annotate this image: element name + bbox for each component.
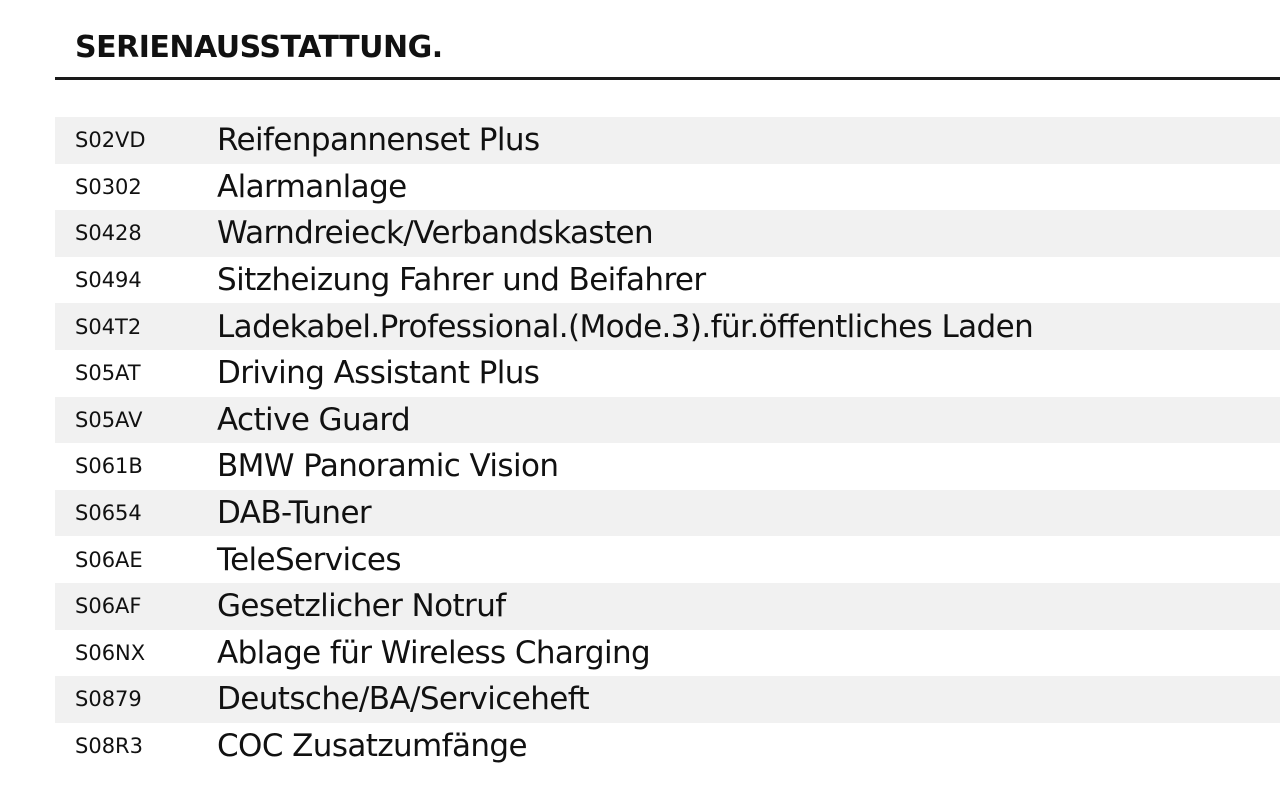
title-divider: [55, 77, 1280, 80]
table-row: S08R3 COC Zusatzumfänge: [55, 723, 1280, 770]
equipment-label: Sitzheizung Fahrer und Beifahrer: [217, 262, 706, 299]
equipment-code: S06AF: [75, 594, 142, 619]
table-row: S0879 Deutsche/BA/Serviceheft: [55, 676, 1280, 723]
table-row: S061B BMW Panoramic Vision: [55, 443, 1280, 490]
table-row: S02VD Reifenpannenset Plus: [55, 117, 1280, 164]
equipment-code: S05AT: [75, 361, 141, 386]
equipment-label: Active Guard: [217, 401, 411, 438]
equipment-code: S05AV: [75, 407, 143, 432]
equipment-label: DAB-Tuner: [217, 495, 372, 532]
equipment-code: S06AE: [75, 547, 143, 572]
equipment-code: S0654: [75, 501, 142, 526]
equipment-label: Ladekabel.Professional.(Mode.3).für.öffe…: [217, 308, 1034, 345]
table-row: S06AF Gesetzlicher Notruf: [55, 582, 1280, 630]
table-row: S05AV Active Guard: [55, 396, 1280, 444]
equipment-label: BMW Panoramic Vision: [217, 448, 559, 485]
equipment-label: TeleServices: [217, 541, 402, 578]
table-row: S04T2 Ladekabel.Professional.(Mode.3).fü…: [55, 303, 1280, 350]
equipment-label: Ablage für Wireless Charging: [217, 634, 651, 671]
equipment-label: Alarmanlage: [217, 168, 407, 205]
equipment-label: Warndreieck/Verbandskasten: [217, 215, 654, 252]
table-row: S06NX Ablage für Wireless Charging: [55, 630, 1280, 677]
equipment-label: Driving Assistant Plus: [217, 355, 540, 392]
equipment-code: S0879: [75, 687, 142, 712]
table-row: S0302 Alarmanlage: [55, 164, 1280, 211]
equipment-table: S02VD Reifenpannenset Plus S0302 Alarman…: [55, 117, 1280, 769]
equipment-code: S0494: [75, 268, 142, 293]
equipment-code: S02VD: [75, 128, 146, 153]
equipment-code: S061B: [75, 454, 143, 479]
page-title: SERIENAUSSTATTUNG.: [75, 30, 443, 65]
table-row: S06AE TeleServices: [55, 536, 1280, 583]
equipment-code: S06NX: [75, 640, 146, 665]
equipment-label: COC Zusatzumfänge: [217, 728, 528, 765]
equipment-code: S0428: [75, 221, 142, 246]
table-row: S0428 Warndreieck/Verbandskasten: [55, 210, 1280, 257]
equipment-code: S08R3: [75, 734, 144, 759]
equipment-label: Deutsche/BA/Serviceheft: [217, 681, 590, 718]
equipment-label: Reifenpannenset Plus: [217, 122, 540, 159]
table-row: S05AT Driving Assistant Plus: [55, 350, 1280, 397]
equipment-code: S0302: [75, 174, 142, 199]
equipment-label: Gesetzlicher Notruf: [217, 588, 506, 625]
table-row: S0494 Sitzheizung Fahrer und Beifahrer: [55, 257, 1280, 304]
table-row: S0654 DAB-Tuner: [55, 489, 1280, 537]
equipment-code: S04T2: [75, 314, 142, 339]
